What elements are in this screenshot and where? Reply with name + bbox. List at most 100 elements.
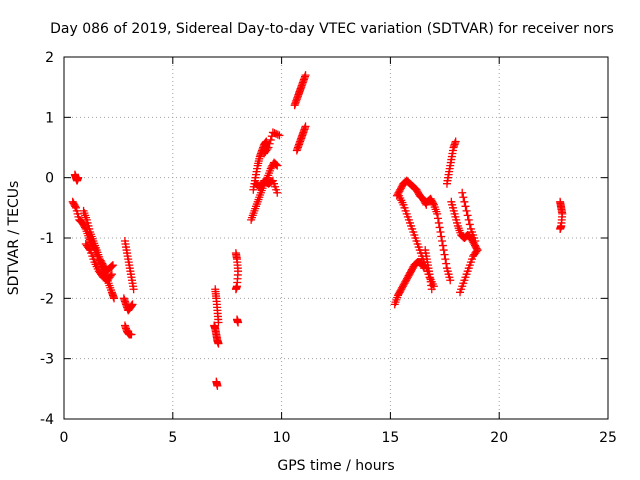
data-point-marker [272, 160, 281, 169]
data-point-marker [437, 232, 446, 241]
data-point-marker [266, 135, 275, 144]
x-tick-label: 15 [381, 430, 399, 446]
y-tick-label: 2 [45, 50, 54, 66]
series-seg-25 [447, 197, 482, 255]
x-tick-label: 0 [60, 430, 69, 446]
data-point-marker [429, 199, 438, 208]
data-point-marker [301, 71, 310, 80]
series-seg-02 [70, 170, 83, 185]
data-point-marker [106, 271, 115, 280]
data-point-marker [451, 137, 460, 146]
series-seg-24 [442, 137, 460, 188]
x-axis-ticks: 0 5 10 15 20 25 [60, 57, 617, 446]
series-seg-11 [231, 249, 243, 294]
data-point-marker [265, 139, 274, 148]
data-point-marker [441, 255, 450, 264]
data-point-marker [463, 211, 472, 220]
series-seg-08 [211, 285, 223, 327]
series-seg-17 [290, 71, 310, 110]
data-point-marker [273, 130, 282, 139]
data-points [68, 71, 567, 390]
series-seg-12 [232, 315, 243, 327]
data-point-marker [234, 318, 243, 327]
data-point-marker [436, 227, 445, 236]
data-point-marker [301, 122, 310, 131]
series-seg-03 [79, 206, 117, 276]
y-axis-label: SDTVAR / TECUs [6, 181, 22, 296]
y-tick-label: -1 [40, 231, 54, 247]
series-seg-09 [210, 321, 223, 348]
series-seg-16 [260, 128, 284, 158]
data-point-marker [464, 215, 473, 224]
grid-lines [64, 57, 608, 419]
data-point-marker [108, 261, 117, 270]
data-point-marker [434, 218, 443, 227]
data-point-marker [108, 261, 117, 270]
data-point-marker [271, 160, 280, 169]
data-point-marker [438, 237, 447, 246]
data-point-marker [107, 262, 116, 271]
data-point-marker [556, 224, 565, 233]
data-point-marker [128, 300, 137, 309]
data-point-marker [214, 318, 223, 327]
data-point-marker [110, 294, 119, 303]
data-point-marker [213, 381, 222, 390]
data-point-marker [231, 285, 240, 294]
data-point-marker [460, 197, 469, 206]
data-point-marker [107, 270, 116, 279]
data-point-marker [434, 214, 442, 223]
data-point-marker [458, 188, 467, 197]
x-tick-label: 5 [168, 430, 177, 446]
series-seg-28 [556, 197, 567, 233]
data-point-marker [85, 244, 94, 253]
y-tick-label: -4 [40, 412, 54, 428]
data-point-marker [74, 173, 83, 182]
y-tick-label: 0 [45, 171, 54, 187]
data-point-marker [80, 223, 89, 232]
data-point-marker [214, 339, 223, 348]
data-point-marker [275, 131, 284, 140]
data-point-marker [440, 250, 449, 259]
data-point-marker [129, 285, 138, 294]
x-tick-label: 10 [273, 430, 291, 446]
data-point-marker [127, 330, 136, 339]
series-seg-15 [251, 176, 282, 197]
data-point-marker [442, 259, 451, 268]
data-point-marker [264, 143, 273, 152]
data-point-marker [427, 285, 436, 294]
data-point-marker [273, 161, 282, 170]
series-seg-26 [456, 246, 482, 297]
data-point-marker [473, 246, 482, 255]
y-axis-ticks: -4 -3 -2 -1 0 1 2 [40, 50, 608, 428]
data-point-marker [263, 145, 272, 154]
data-point-marker [435, 223, 444, 232]
series-seg-18 [292, 122, 310, 155]
data-point-marker [465, 220, 474, 229]
data-point-marker [273, 188, 282, 197]
data-point-marker [472, 247, 481, 256]
y-tick-label: -2 [40, 291, 54, 307]
series-seg-04 [81, 240, 116, 285]
series-seg-10 [212, 377, 222, 390]
data-point-marker [438, 241, 447, 250]
data-point-marker [461, 202, 470, 211]
y-tick-label: -3 [40, 352, 54, 368]
data-point-marker [433, 209, 442, 218]
chart-title: Day 086 of 2019, Sidereal Day-to-day VTE… [50, 21, 614, 37]
data-point-marker [459, 193, 468, 202]
data-point-marker [462, 206, 471, 215]
series-seg-06 [119, 294, 137, 315]
data-point-marker [471, 237, 480, 246]
data-point-marker [439, 246, 448, 255]
series-seg-19 [390, 258, 429, 309]
x-tick-label: 25 [599, 430, 617, 446]
series-seg-05 [120, 237, 138, 294]
data-point-marker [71, 202, 80, 211]
x-tick-label: 20 [490, 430, 508, 446]
series-seg-22 [423, 194, 455, 285]
x-axis-label: GPS time / hours [277, 458, 394, 474]
series-seg-07 [120, 321, 136, 339]
series-seg-23 [421, 246, 436, 294]
data-point-marker [446, 276, 455, 285]
